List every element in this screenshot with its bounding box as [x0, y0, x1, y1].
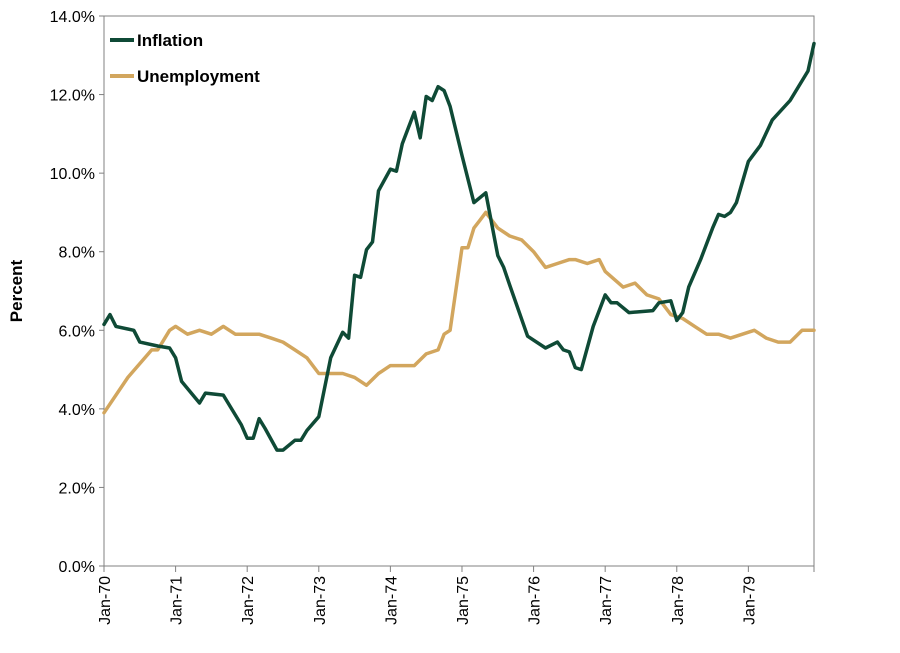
x-tick-label: Jan-71: [169, 576, 186, 625]
y-tick-label: 10.0%: [50, 166, 95, 183]
y-axis-title: Percent: [7, 259, 26, 322]
x-tick-label: Jan-75: [455, 576, 472, 625]
x-tick-label: Jan-78: [670, 576, 687, 625]
y-tick-label: 14.0%: [50, 9, 95, 26]
y-tick-label: 0.0%: [59, 559, 95, 576]
series-line-unemployment: [102, 210, 816, 415]
x-tick-label: Jan-72: [240, 576, 257, 625]
x-tick-label: Jan-77: [598, 576, 615, 625]
x-axis-ticks: Jan-70 Jan-71 Jan-72 Jan-73 Jan-74 Jan-75 Jan-…: [97, 566, 815, 625]
legend-label-unemployment: Unemployment: [137, 67, 260, 86]
x-tick-label: Jan-73: [312, 576, 329, 625]
y-tick-label: 2.0%: [59, 480, 95, 497]
y-tick-label: 6.0%: [59, 323, 95, 340]
y-tick-label: 4.0%: [59, 402, 95, 419]
x-tick-label: Jan-79: [741, 576, 758, 625]
y-tick-label: 8.0%: [59, 245, 95, 262]
y-axis-ticks: 0.0% 2.0% 4.0% 6.0% 8.0% 10.0% 12.0% 14.0%: [50, 9, 104, 576]
series-line-inflation: [102, 41, 816, 452]
legend-label-inflation: Inflation: [137, 31, 203, 50]
legend: Inflation Unemployment: [110, 31, 260, 86]
x-tick-label: Jan-74: [383, 576, 400, 625]
x-tick-label: Jan-76: [527, 576, 544, 625]
y-tick-label: 12.0%: [50, 88, 95, 105]
plot-area: [103, 15, 815, 567]
series-lines: [102, 41, 816, 452]
x-tick-label: Jan-70: [97, 576, 114, 625]
